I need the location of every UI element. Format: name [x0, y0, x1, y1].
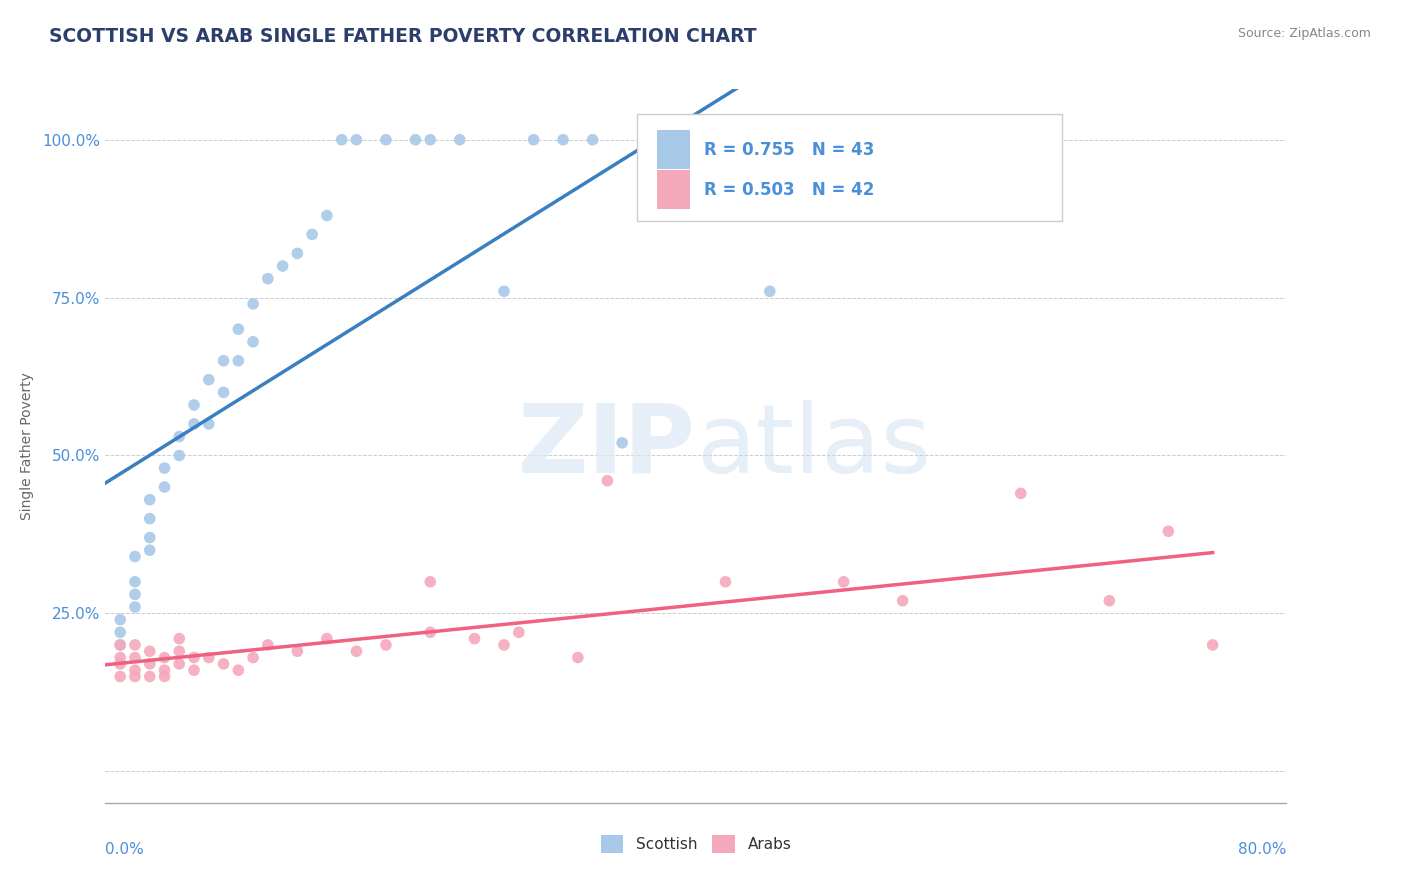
Point: [124, 574, 146, 589]
Y-axis label: Single Father Poverty: Single Father Poverty: [20, 372, 34, 520]
Point: [492, 285, 515, 299]
Point: [138, 531, 160, 545]
Point: [226, 663, 250, 677]
Point: [183, 650, 205, 665]
Point: [508, 625, 530, 640]
Point: [449, 133, 471, 147]
Point: [169, 657, 191, 671]
Point: [197, 373, 219, 387]
Point: [492, 638, 515, 652]
Point: [242, 334, 264, 349]
Point: [287, 644, 309, 658]
Point: [404, 133, 426, 147]
Point: [891, 593, 914, 607]
Text: R = 0.503   N = 42: R = 0.503 N = 42: [704, 181, 875, 199]
Point: [169, 644, 191, 658]
Point: [256, 638, 278, 652]
Point: [242, 650, 264, 665]
Point: [138, 492, 160, 507]
Point: [183, 663, 205, 677]
Point: [551, 133, 574, 147]
Text: SCOTTISH VS ARAB SINGLE FATHER POVERTY CORRELATION CHART: SCOTTISH VS ARAB SINGLE FATHER POVERTY C…: [49, 27, 756, 45]
Point: [1098, 593, 1121, 607]
Point: [1010, 486, 1032, 500]
Point: [463, 632, 486, 646]
Text: atlas: atlas: [696, 400, 931, 492]
Point: [419, 625, 441, 640]
Point: [759, 285, 782, 299]
Point: [330, 133, 353, 147]
Point: [169, 449, 191, 463]
Point: [226, 322, 250, 336]
Point: [581, 133, 603, 147]
Point: [124, 638, 146, 652]
Point: [522, 133, 544, 147]
Point: [124, 600, 146, 615]
Point: [197, 650, 219, 665]
Point: [138, 669, 160, 683]
Point: [346, 644, 368, 658]
Point: [183, 417, 205, 431]
FancyBboxPatch shape: [637, 114, 1062, 221]
Point: [832, 574, 855, 589]
Point: [212, 657, 235, 671]
Point: [124, 669, 146, 683]
Point: [153, 669, 176, 683]
Point: [419, 574, 441, 589]
Text: 0.0%: 0.0%: [105, 842, 145, 857]
Point: [287, 246, 309, 260]
Text: Source: ZipAtlas.com: Source: ZipAtlas.com: [1237, 27, 1371, 40]
Point: [212, 353, 235, 368]
Point: [315, 632, 337, 646]
Point: [256, 271, 278, 285]
Point: [301, 227, 323, 242]
Text: 80.0%: 80.0%: [1239, 842, 1286, 857]
Point: [419, 133, 441, 147]
Point: [153, 650, 176, 665]
Point: [138, 657, 160, 671]
Point: [138, 543, 160, 558]
Point: [714, 574, 737, 589]
Point: [110, 657, 132, 671]
Point: [153, 461, 176, 475]
Point: [169, 429, 191, 443]
Point: [567, 650, 589, 665]
Point: [212, 385, 235, 400]
Bar: [657, 170, 690, 210]
Point: [346, 133, 368, 147]
Point: [183, 398, 205, 412]
Point: [110, 638, 132, 652]
Point: [169, 632, 191, 646]
Point: [124, 587, 146, 601]
Point: [124, 650, 146, 665]
Point: [610, 435, 633, 450]
Point: [1157, 524, 1180, 539]
Point: [374, 133, 396, 147]
Point: [110, 625, 132, 640]
Point: [138, 644, 160, 658]
Point: [935, 133, 957, 147]
Point: [374, 638, 396, 652]
Point: [110, 613, 132, 627]
Point: [110, 638, 132, 652]
Point: [110, 650, 132, 665]
Point: [1201, 638, 1223, 652]
Point: [110, 669, 132, 683]
Legend: Scottish, Arabs: Scottish, Arabs: [595, 829, 797, 859]
Point: [596, 474, 619, 488]
Point: [153, 663, 176, 677]
Point: [197, 417, 219, 431]
Point: [242, 297, 264, 311]
Bar: [657, 130, 690, 169]
Point: [315, 209, 337, 223]
Text: R = 0.755   N = 43: R = 0.755 N = 43: [704, 141, 875, 159]
Text: ZIP: ZIP: [517, 400, 696, 492]
Point: [138, 511, 160, 525]
Point: [271, 259, 294, 273]
Point: [124, 549, 146, 564]
Point: [124, 663, 146, 677]
Point: [153, 480, 176, 494]
Point: [226, 353, 250, 368]
